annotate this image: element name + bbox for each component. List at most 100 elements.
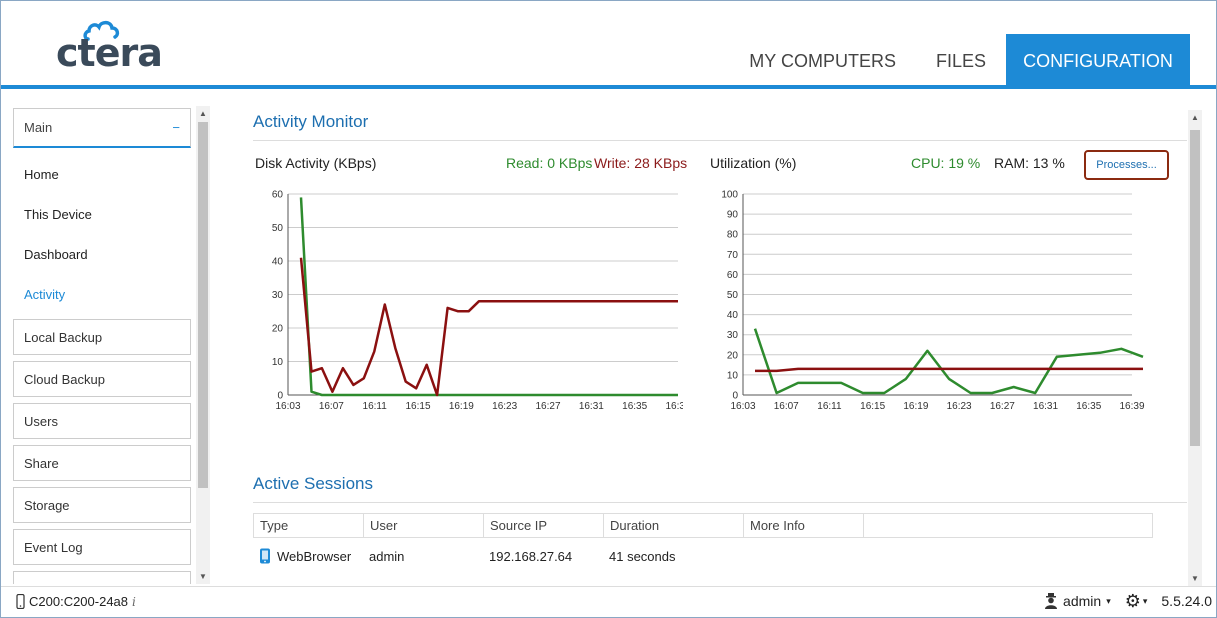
settings-menu[interactable]: ⚙ ▾ <box>1124 591 1148 611</box>
nav-files[interactable]: FILES <box>935 51 986 71</box>
y-tick-label: 20 <box>272 324 284 335</box>
sidebar: Main − Home This Device Dashboard Activi… <box>13 108 191 584</box>
device-info[interactable]: C200:C200-24a8 i <box>16 594 136 609</box>
utilization-label: Utilization (%) <box>710 155 797 171</box>
ctera-logo[interactable]: ctera <box>56 17 166 75</box>
active-sessions-title: Active Sessions <box>253 468 1187 503</box>
sidebar-main-header[interactable]: Main − <box>13 108 191 148</box>
status-right: admin ▾ ⚙ ▾ 5.5.24.0 <box>1044 591 1212 611</box>
chevron-down-icon: ▾ <box>1142 595 1148 606</box>
x-tick-label: 16:11 <box>363 401 388 412</box>
scroll-down-icon[interactable]: ▼ <box>1191 574 1199 583</box>
utilization-chart: 0 10 20 30 40 50 60 70 80 90 100 16:03 16:07 16:11 16:… <box>721 190 1145 413</box>
y-tick-label: 30 <box>727 330 739 341</box>
sidebar-section-share[interactable]: Share <box>13 445 191 481</box>
status-bar: C200:C200-24a8 i admin ▾ ⚙ ▾ 5.5.24.0 <box>1 586 1216 617</box>
processes-button[interactable]: Processes... <box>1084 150 1169 180</box>
sidebar-section-event-log[interactable]: Event Log <box>13 529 191 565</box>
sidebar-section-storage[interactable]: Storage <box>13 487 191 523</box>
sidebar-section-alerts[interactable]: Alerts <box>13 571 191 584</box>
x-tick-label: 16:03 <box>730 401 755 412</box>
device-icon <box>16 594 25 609</box>
x-tick-label: 16:07 <box>319 401 344 412</box>
disk-activity-label: Disk Activity (KBps) <box>255 155 377 171</box>
series-line-write <box>299 257 678 397</box>
series-line-cpu <box>753 328 1144 395</box>
x-tick-label: 16:03 <box>275 401 300 412</box>
logo-text: ctera <box>56 31 163 75</box>
sidebar-item-dashboard[interactable]: Dashboard <box>24 246 88 262</box>
x-tick-label: 16:31 <box>1033 401 1058 412</box>
x-tick-label: 16:27 <box>535 401 560 412</box>
main-scroll-thumb[interactable] <box>1190 130 1200 446</box>
session-more-info <box>743 538 863 574</box>
sessions-table-header: Type User Source IP Duration More Info <box>253 513 1153 538</box>
x-tick-label: 16:23 <box>492 401 517 412</box>
sidebar-item-home[interactable]: Home <box>24 166 59 182</box>
x-tick-label: 16:39 <box>1119 401 1144 412</box>
main-scrollbar[interactable]: ▲ ▼ <box>1188 110 1202 586</box>
session-user: admin <box>369 548 405 564</box>
activity-monitor-title: Activity Monitor <box>253 106 1187 141</box>
x-tick-label: 16:27 <box>990 401 1015 412</box>
gear-icon: ⚙ <box>1124 591 1141 611</box>
y-tick-label: 0 <box>277 391 283 402</box>
write-rate: Write: 28 KBps <box>594 155 688 171</box>
y-tick-label: 10 <box>727 370 739 381</box>
sidebar-main-label: Main <box>24 120 53 135</box>
y-tick-label: 80 <box>727 230 739 241</box>
series-line-read <box>299 197 678 397</box>
main-content: Activity Monitor Disk Activity (KBps) Re… <box>253 106 1187 586</box>
sidebar-links: Home This Device Dashboard Activity <box>13 148 191 319</box>
sidebar-section-users[interactable]: Users <box>13 403 191 439</box>
sidebar-scrollbar[interactable]: ▲ ▼ <box>196 106 210 584</box>
header-accent-bar <box>1 85 1216 89</box>
col-duration[interactable]: Duration <box>604 514 744 537</box>
col-user[interactable]: User <box>364 514 484 537</box>
top-nav: MY COMPUTERS FILES CONFIGURATION <box>729 34 1190 87</box>
sidebar-item-activity[interactable]: Activity <box>24 286 66 302</box>
sidebar-section-cloud-backup[interactable]: Cloud Backup <box>13 361 191 397</box>
session-source-ip: 192.168.27.64 <box>489 548 573 564</box>
chevron-down-icon: ▾ <box>1106 595 1111 606</box>
info-icon[interactable]: i <box>132 594 136 609</box>
sidebar-item-this-device[interactable]: This Device <box>24 206 92 222</box>
ram-usage: RAM: 13 % <box>994 155 1065 171</box>
col-source-ip[interactable]: Source IP <box>484 514 604 537</box>
sidebar-scroll-thumb[interactable] <box>198 122 208 488</box>
y-tick-label: 70 <box>727 250 739 261</box>
y-tick-label: 50 <box>272 223 284 234</box>
session-duration: 41 seconds <box>609 548 676 564</box>
disk-activity-chart: 0 10 20 30 40 50 60 16:03 16:07 16:11 16:15 16:19 16… <box>272 190 683 413</box>
col-more-info[interactable]: More Info <box>744 514 864 537</box>
x-tick-label: 16:15 <box>860 401 885 412</box>
sidebar-section-local-backup[interactable]: Local Backup <box>13 319 191 355</box>
y-tick-label: 40 <box>727 310 739 321</box>
user-menu[interactable]: admin ▾ <box>1044 593 1111 609</box>
y-tick-label: 50 <box>727 290 739 301</box>
col-type[interactable]: Type <box>254 514 364 537</box>
nav-configuration[interactable]: CONFIGURATION <box>1006 34 1190 87</box>
session-type: WebBrowser <box>277 548 352 564</box>
table-row[interactable]: WebBrowser admin 192.168.27.64 41 second… <box>253 538 1153 574</box>
scroll-up-icon[interactable]: ▲ <box>199 109 207 118</box>
y-tick-label: 100 <box>721 190 738 201</box>
y-tick-label: 60 <box>727 270 739 281</box>
scroll-down-icon[interactable]: ▼ <box>199 572 207 581</box>
read-rate: Read: 0 KBps <box>506 155 593 171</box>
version-label: 5.5.24.0 <box>1161 593 1212 609</box>
scroll-up-icon[interactable]: ▲ <box>1191 113 1199 122</box>
device-name: C200:C200-24a8 <box>29 594 129 609</box>
x-tick-label: 16:23 <box>947 401 972 412</box>
sessions-table: Type User Source IP Duration More Info W… <box>253 513 1153 574</box>
collapse-icon[interactable]: − <box>172 120 180 135</box>
y-tick-label: 30 <box>272 290 284 301</box>
nav-my-computers[interactable]: MY COMPUTERS <box>749 51 896 71</box>
y-tick-label: 10 <box>272 357 284 368</box>
y-tick-label: 60 <box>272 190 284 201</box>
x-tick-label: 16:07 <box>774 401 799 412</box>
cpu-usage: CPU: 19 % <box>911 155 981 171</box>
y-tick-label: 90 <box>727 210 739 221</box>
y-tick-label: 0 <box>732 391 738 402</box>
activity-stats: Disk Activity (KBps) Read: 0 KBps Write:… <box>253 141 1187 180</box>
